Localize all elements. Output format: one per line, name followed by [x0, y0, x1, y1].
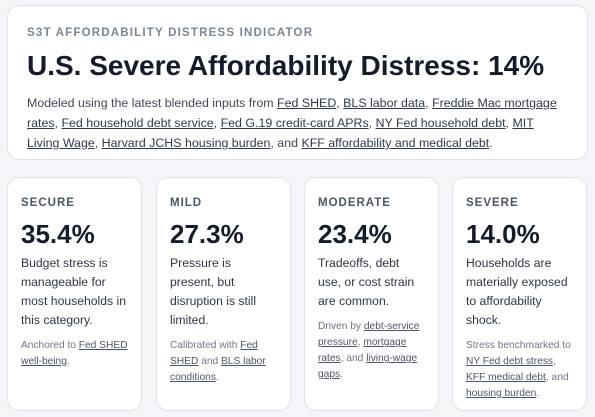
tier-label: MILD	[170, 197, 203, 209]
tier-source-note: Anchored to Fed SHED well-being.	[21, 340, 128, 367]
source-link-harvard-jchs[interactable]: Harvard JCHS housing burden	[101, 136, 271, 150]
source-link-kff[interactable]: KFF affordability and medical debt	[301, 136, 490, 150]
tier-card-mild: MILD 27.3% Pressure is present, but disr…	[156, 177, 291, 411]
tier-source-link[interactable]: Fed SHED well-being	[21, 340, 128, 367]
tier-card-secure: SECURE 35.4% Budget stress is manageable…	[7, 177, 142, 411]
tier-label: SEVERE	[466, 197, 519, 209]
source-link-freddie-mac[interactable]: Freddie Mac mortgage rates	[27, 96, 557, 130]
tier-card-severe: SEVERE 14.0% Households are materially e…	[452, 177, 587, 411]
tier-value: 35.4%	[21, 219, 95, 249]
methodology-description: Modeled using the latest blended inputs …	[27, 96, 557, 150]
indicator-eyebrow: S3T AFFORDABILITY DISTRESS INDICATOR	[27, 27, 314, 39]
desc-prefix: Modeled using the latest blended inputs …	[27, 96, 274, 110]
source-link-ny-fed[interactable]: NY Fed household debt	[375, 116, 506, 130]
tier-source-link[interactable]: BLS labor conditions	[170, 356, 266, 383]
tier-source-note: Calibrated with Fed SHED and BLS labor c…	[170, 340, 266, 383]
tier-source-link[interactable]: housing burden	[466, 388, 537, 399]
tier-label: SECURE	[21, 197, 75, 209]
source-link-bls-labor[interactable]: BLS labor data	[343, 96, 426, 110]
tier-source-link[interactable]: NY Fed debt stress	[466, 356, 554, 367]
page-title: U.S. Severe Affordability Distress: 14%	[27, 50, 545, 81]
source-link-fed-debt-service[interactable]: Fed household debt service	[61, 116, 214, 130]
source-link-fed-g19[interactable]: Fed G.19 credit-card APRs	[220, 116, 369, 130]
tier-description: Tradeoffs, debt use, or cost strain are …	[318, 256, 415, 308]
tier-source-link[interactable]: Fed SHED	[170, 340, 258, 367]
tier-source-note: Driven by debt-service pressure, mortgag…	[318, 321, 420, 380]
tier-source-link[interactable]: mortgage rates	[318, 337, 407, 364]
tier-source-link[interactable]: debt-service pressure	[318, 321, 420, 348]
tier-source-link[interactable]: KFF medical debt	[466, 372, 546, 383]
tier-description: Budget stress is manageable for most hou…	[21, 256, 127, 327]
tier-description: Pressure is present, but disruption is s…	[170, 256, 257, 327]
summary-panel: S3T AFFORDABILITY DISTRESS INDICATOR U.S…	[7, 5, 588, 160]
tier-label: MODERATE	[318, 197, 391, 209]
tier-source-link[interactable]: living-wage gaps	[318, 353, 418, 380]
tier-value: 27.3%	[170, 219, 244, 249]
source-link-fed-shed[interactable]: Fed SHED	[277, 96, 337, 110]
tier-source-note: Stress benchmarked to NY Fed debt stress…	[466, 340, 571, 399]
tier-value: 23.4%	[318, 219, 392, 249]
tier-description: Households are materially exposed to aff…	[466, 256, 568, 327]
source-link-mit-living-wage[interactable]: MIT Living Wage	[27, 116, 534, 150]
tier-value: 14.0%	[466, 219, 540, 249]
tier-card-moderate: MODERATE 23.4% Tradeoffs, debt use, or c…	[304, 177, 439, 411]
